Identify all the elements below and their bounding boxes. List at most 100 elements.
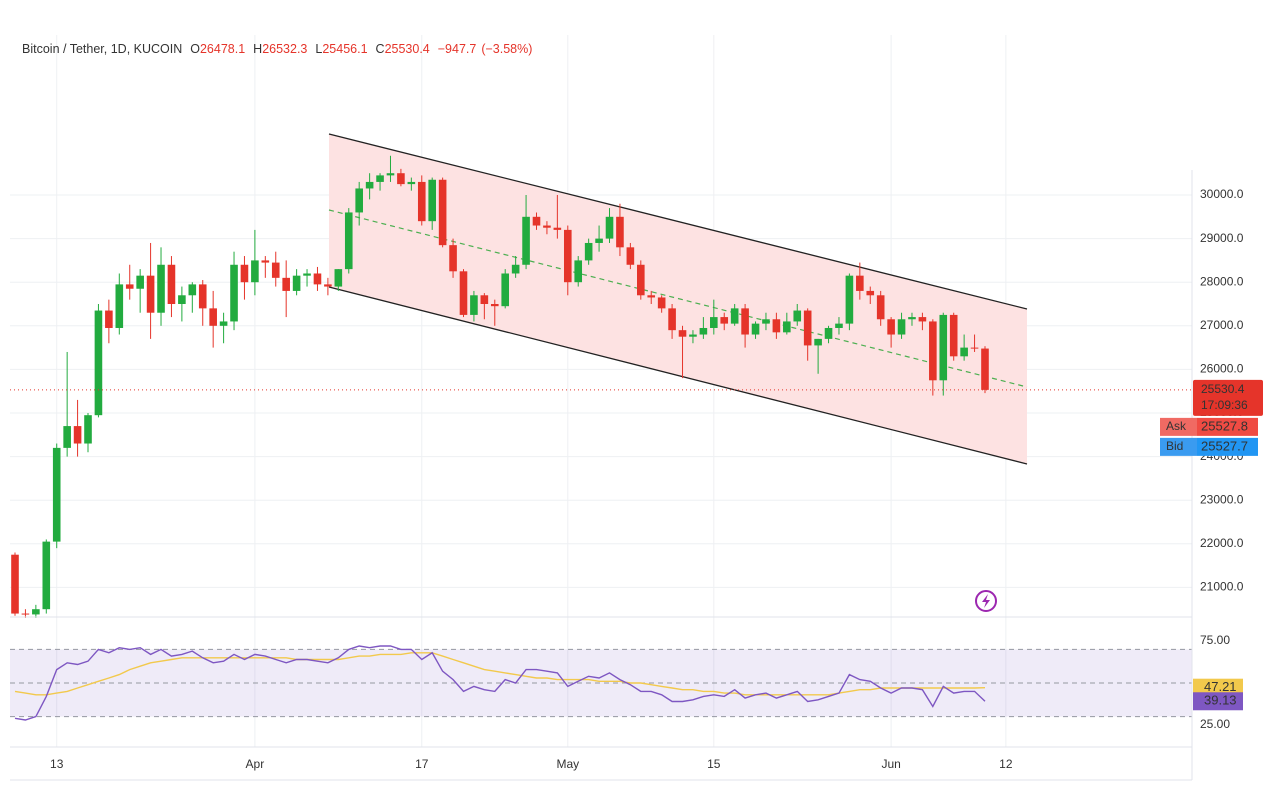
bid-label: Bid bbox=[1166, 439, 1183, 453]
header: Bitcoin / Tether, 1D, KUCOIN O26478.1 H265… bbox=[22, 42, 532, 56]
candle-body bbox=[699, 327, 708, 335]
candle-body bbox=[167, 264, 176, 305]
y-tick-label: 28000.0 bbox=[1200, 274, 1244, 288]
candle-body bbox=[616, 216, 624, 248]
candle-body bbox=[115, 284, 124, 328]
candle-body bbox=[52, 447, 61, 542]
alert-icon[interactable] bbox=[975, 590, 997, 612]
y-tick-label: 26000.0 bbox=[1200, 362, 1244, 376]
candle-body bbox=[657, 297, 666, 309]
candle-body bbox=[21, 613, 30, 615]
candle-body bbox=[32, 609, 40, 615]
candle-body bbox=[136, 275, 144, 289]
candle-body bbox=[960, 347, 968, 357]
close-value: 25530.4 bbox=[385, 42, 430, 56]
candle-body bbox=[449, 245, 457, 272]
candle-body bbox=[344, 212, 353, 270]
candle-body bbox=[710, 317, 718, 328]
x-tick-label: 13 bbox=[50, 757, 64, 771]
low-label: L bbox=[315, 42, 322, 56]
candle-body bbox=[730, 308, 739, 324]
y-tick-label: 25.00 bbox=[1200, 717, 1230, 731]
bid-value-box bbox=[1197, 437, 1258, 456]
candle-body bbox=[125, 284, 134, 289]
candle-body bbox=[803, 310, 812, 346]
candle-body bbox=[470, 295, 478, 315]
candle-body bbox=[11, 554, 19, 614]
candle-body bbox=[772, 319, 781, 333]
candle-body bbox=[219, 321, 228, 326]
candle-body bbox=[720, 317, 729, 324]
candle-body bbox=[584, 242, 593, 261]
change: −947.7 bbox=[438, 42, 477, 56]
candle-body bbox=[563, 229, 572, 283]
channel-lower bbox=[328, 286, 1028, 465]
y-tick-label: 21000.0 bbox=[1200, 580, 1244, 594]
channel-upper bbox=[328, 133, 1028, 310]
candle-body bbox=[490, 304, 499, 307]
rsi-value-box bbox=[1193, 678, 1243, 697]
x-tick-label: Apr bbox=[246, 757, 265, 771]
candle-body bbox=[407, 181, 416, 185]
high-label: H bbox=[253, 42, 262, 56]
candle-body bbox=[334, 269, 343, 287]
marks-layer bbox=[10, 155, 1192, 721]
candle-body bbox=[105, 310, 113, 328]
y-tick-label: 22000.0 bbox=[1200, 536, 1244, 550]
open-label: O bbox=[190, 42, 200, 56]
countdown: 17:09:36 bbox=[1201, 398, 1248, 412]
candle-body bbox=[251, 260, 259, 283]
candle-body bbox=[866, 290, 875, 296]
rsi-value-box bbox=[1193, 692, 1243, 711]
open-value: 26478.1 bbox=[200, 42, 245, 56]
axis-layer: 13Apr17May15Jun1221000.022000.023000.024… bbox=[50, 187, 1263, 771]
candle-body bbox=[637, 264, 645, 296]
ask-value: 25527.8 bbox=[1201, 418, 1248, 433]
x-tick-label: 12 bbox=[999, 757, 1013, 771]
candle-body bbox=[908, 317, 916, 320]
ask-label-box bbox=[1160, 417, 1197, 436]
candle-body bbox=[480, 295, 489, 305]
candle-body bbox=[835, 323, 843, 328]
candle-body bbox=[73, 426, 82, 444]
candle-body bbox=[574, 260, 583, 283]
candle-body bbox=[970, 347, 979, 349]
candle-body bbox=[271, 262, 280, 278]
candle-body bbox=[741, 308, 749, 335]
candle-body bbox=[595, 238, 603, 243]
candle-body bbox=[793, 310, 802, 322]
candle-body bbox=[856, 275, 864, 291]
candle-body bbox=[313, 273, 322, 285]
bid-value: 25527.7 bbox=[1201, 438, 1248, 453]
bid-label-box bbox=[1160, 437, 1197, 456]
candle-body bbox=[939, 314, 948, 381]
candle-body bbox=[209, 308, 217, 326]
candle-body bbox=[94, 310, 103, 416]
price-box bbox=[1193, 379, 1263, 416]
candle-body bbox=[845, 275, 854, 324]
candle-body bbox=[157, 264, 165, 313]
candle-body bbox=[501, 273, 510, 307]
candle-body bbox=[365, 181, 374, 189]
candle-body bbox=[626, 247, 635, 265]
candle-body bbox=[824, 327, 833, 339]
rsi-value-label: 47.21 bbox=[1204, 679, 1237, 694]
candle-body bbox=[532, 216, 541, 226]
candle-body bbox=[668, 308, 676, 331]
candle-body bbox=[762, 319, 770, 324]
candle-body bbox=[386, 173, 395, 176]
candle-body bbox=[678, 330, 687, 337]
x-tick-label: Jun bbox=[881, 757, 900, 771]
close-label: C bbox=[376, 42, 385, 56]
candle-body bbox=[522, 216, 530, 265]
change-pct: (−3.58%) bbox=[481, 42, 532, 56]
y-tick-label: 23000.0 bbox=[1200, 492, 1244, 506]
candle-body bbox=[355, 188, 363, 213]
candle-body bbox=[605, 216, 614, 239]
candle-body bbox=[376, 175, 384, 182]
candle-body bbox=[929, 321, 937, 381]
candle-body bbox=[438, 179, 447, 246]
candle-body bbox=[814, 338, 822, 346]
